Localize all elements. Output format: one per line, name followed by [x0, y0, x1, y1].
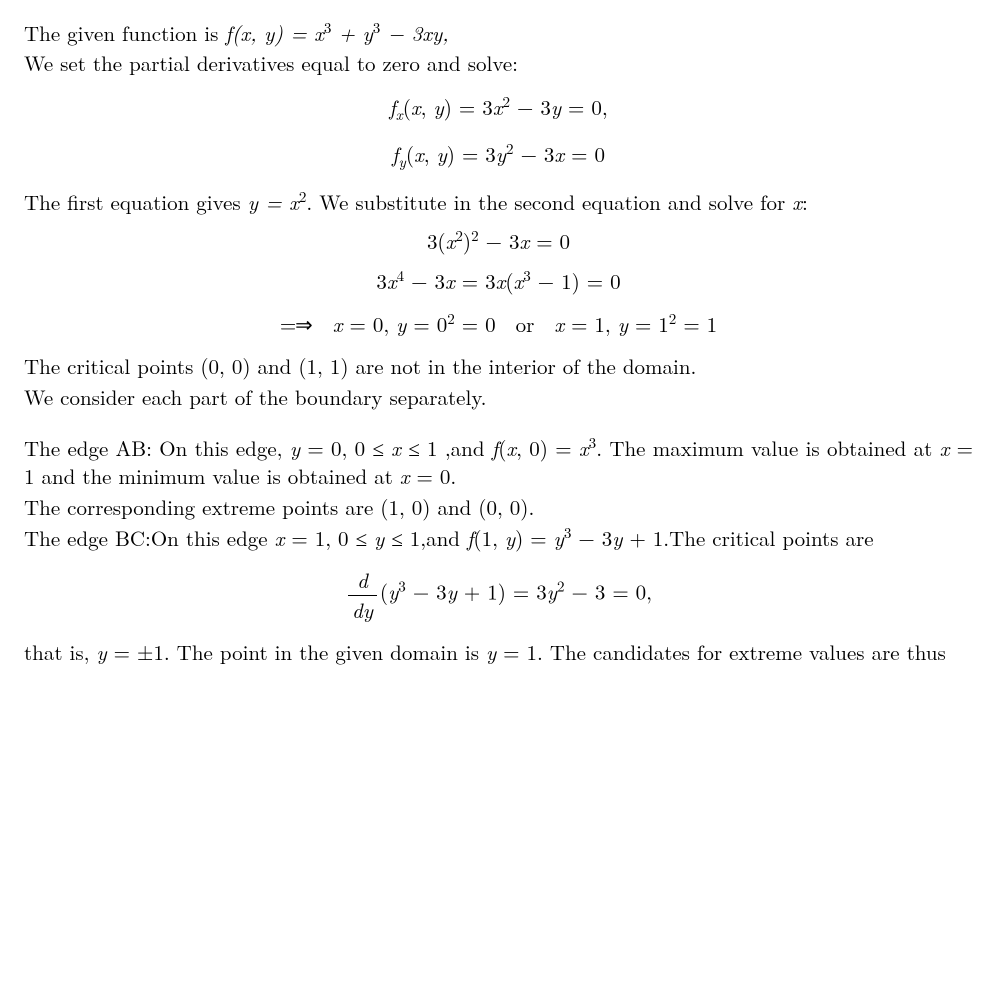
equation-solutions: =⇒ x = 0, y = 02 = 0orx = 1, y = 12 = 1 [24, 309, 973, 338]
equation-sub1: 3(x2)2 − 3x = 0 [24, 226, 973, 255]
frac-den: dy [352, 595, 373, 625]
extreme-points-para: The corresponding extreme points are (1,… [24, 493, 973, 521]
edge-ab-domain: y = 0, 0 ≤ x ≤ 1 [290, 433, 438, 463]
text: . [450, 461, 456, 491]
frac-num: d [357, 565, 368, 595]
text: We consider each part of the boundary se… [24, 382, 487, 412]
yx2: y = x2 [248, 187, 307, 217]
ypm: y = ±1 [96, 637, 163, 667]
text: The edge AB: On this edge, [24, 433, 290, 463]
x-var: x [792, 187, 802, 217]
text: ,and [420, 523, 467, 553]
text: ,and [438, 433, 492, 463]
edge-ab-para: The edge AB: On this edge, y = 0, 0 ≤ x … [24, 433, 973, 491]
intro-line-1: The given function is f(x, y) = x3 + y3 … [24, 18, 973, 47]
equation-derivative: d dy (y3 − 3y + 1) = 3y2 − 3 = 0, [24, 566, 973, 624]
text: The corresponding extreme points are (1,… [24, 492, 534, 522]
text: . The point in the given domain is [164, 637, 486, 667]
y1: y = 1 [486, 637, 537, 667]
text: and the minimum value is obtained at [35, 461, 400, 491]
implies-arrow: =⇒ [280, 309, 312, 339]
equation-fy: fy(x, y) = 3y2 − 3x = 0 [24, 139, 973, 173]
boundary-intro-para: We consider each part of the boundary se… [24, 383, 973, 411]
critical-points-para: The critical points (0, 0) and (1, 1) ar… [24, 352, 973, 380]
text: The critical points (0, 0) and (1, 1) ar… [24, 351, 696, 381]
spacer [24, 417, 973, 433]
text: . The maximum value is obtained at [596, 433, 939, 463]
text: .The critical points are [663, 523, 873, 553]
equation-fx: fx(x, y) = 3x2 − 3y = 0, [24, 92, 973, 126]
equation-sub2: 3x4 − 3x = 3x(x3 − 1) = 0 [24, 266, 973, 295]
text: . The candidates for extreme values are … [537, 637, 946, 667]
x0: x = 0 [400, 461, 451, 491]
or-text: or [516, 309, 535, 339]
edge-ab-fn: f(x, 0) = x3 [492, 433, 596, 463]
text: The edge BC:On this edge [24, 523, 275, 553]
text: : [802, 187, 808, 217]
substitution-para: The first equation gives y = x2. We subs… [24, 187, 973, 216]
edge-bc-domain: x = 1, 0 ≤ y ≤ 1 [275, 523, 421, 553]
text: We set the partial derivatives equal to … [24, 48, 518, 78]
text: The first equation gives [24, 187, 248, 217]
closing-para: that is, y = ±1. The point in the given … [24, 638, 973, 666]
fraction-ddy: d dy [348, 566, 377, 624]
intro-line-2: We set the partial derivatives equal to … [24, 49, 973, 77]
text: The given function is [24, 18, 225, 48]
edge-bc-fn: f(1, y) = y3 − 3y + 1 [467, 523, 663, 553]
text: that is, [24, 637, 96, 667]
fn-def: f(x, y) = x3 + y3 − 3xy, [225, 18, 448, 48]
text: . We substitute in the second equation a… [306, 187, 792, 217]
edge-bc-para: The edge BC:On this edge x = 1, 0 ≤ y ≤ … [24, 523, 973, 552]
